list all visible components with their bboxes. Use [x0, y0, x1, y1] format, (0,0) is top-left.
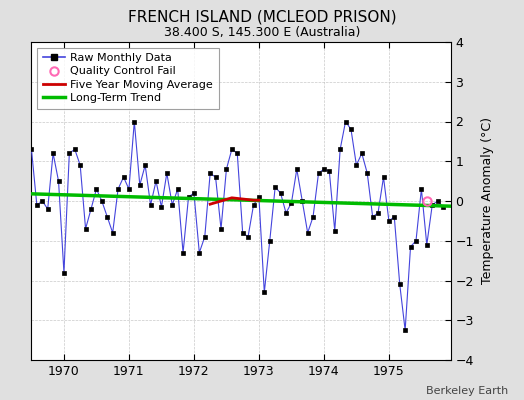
Text: FRENCH ISLAND (MCLEOD PRISON): FRENCH ISLAND (MCLEOD PRISON): [128, 10, 396, 25]
Y-axis label: Temperature Anomaly (°C): Temperature Anomaly (°C): [481, 118, 494, 284]
Text: 38.400 S, 145.300 E (Australia): 38.400 S, 145.300 E (Australia): [164, 26, 360, 39]
Text: Berkeley Earth: Berkeley Earth: [426, 386, 508, 396]
Legend: Raw Monthly Data, Quality Control Fail, Five Year Moving Average, Long-Term Tren: Raw Monthly Data, Quality Control Fail, …: [37, 48, 219, 109]
